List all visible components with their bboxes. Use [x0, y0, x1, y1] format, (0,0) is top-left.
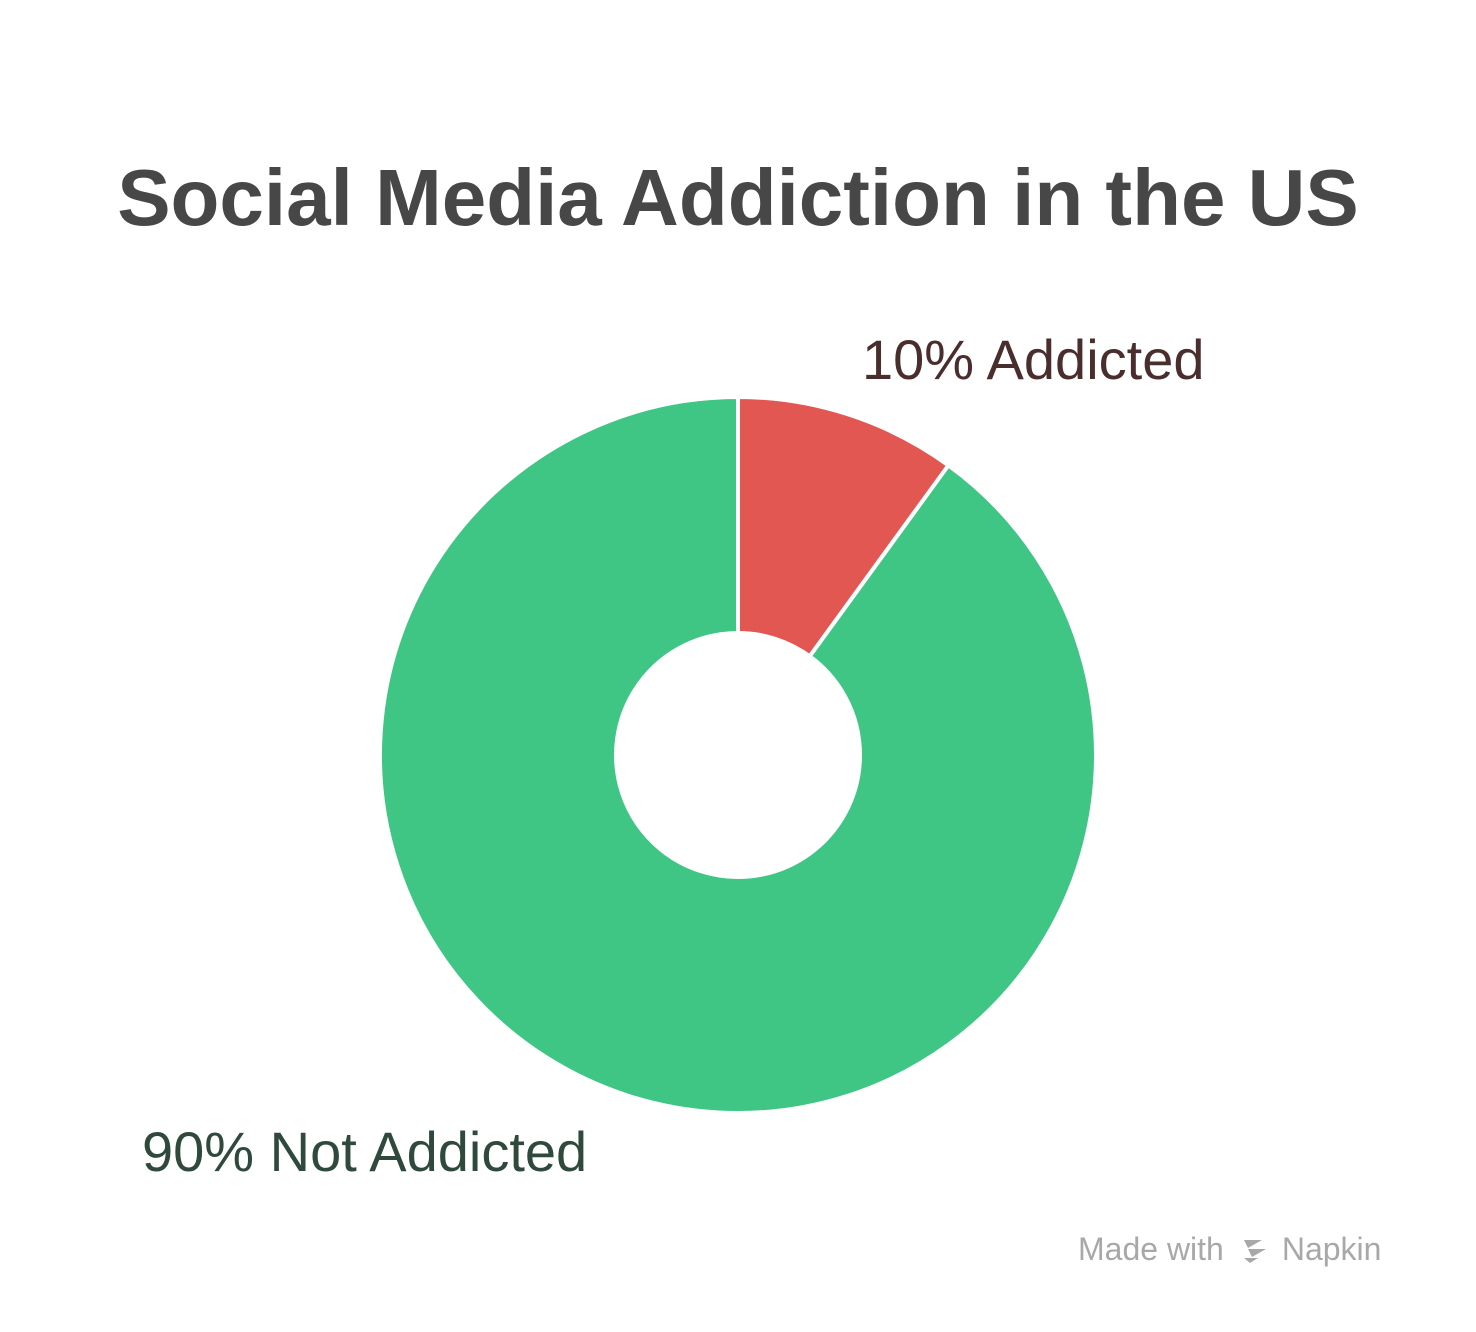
napkin-logo-icon [1243, 1240, 1266, 1263]
credit-brand: Napkin [1281, 1230, 1382, 1267]
slice-label-not-addicted: 90% Not Addicted [142, 1120, 588, 1183]
slice-label-addicted: 10% Addicted [862, 328, 1205, 391]
made-with-napkin-credit[interactable]: Made with Napkin [1078, 1228, 1381, 1270]
donut-slices [378, 395, 1098, 1115]
slice-90-not-addicted [378, 395, 1098, 1115]
slice-10-addicted [736, 395, 951, 659]
chart-title: Social Media Addiction in the US [117, 153, 1359, 242]
credit-prefix: Made with [1078, 1230, 1224, 1267]
